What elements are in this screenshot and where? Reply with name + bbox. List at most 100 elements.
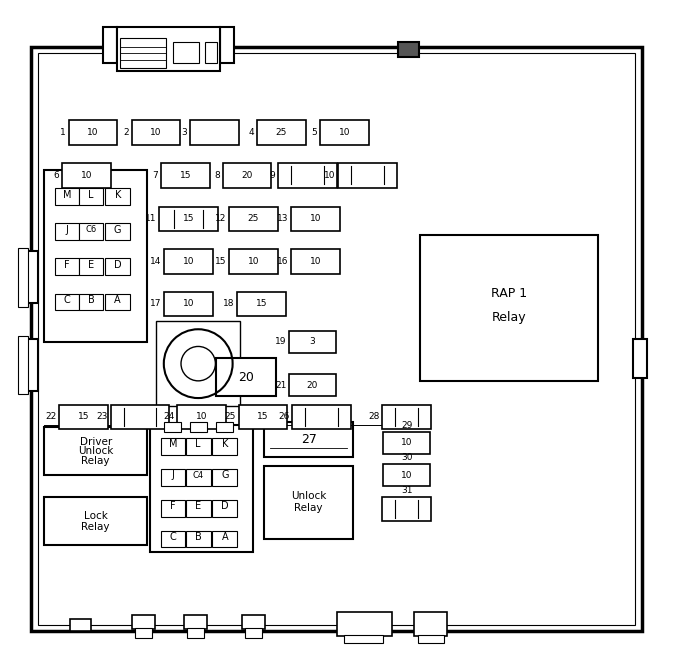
Text: Unlock: Unlock bbox=[291, 491, 326, 501]
Text: 20: 20 bbox=[307, 381, 318, 390]
Bar bbox=[398, 42, 419, 57]
Bar bbox=[289, 331, 336, 353]
Text: 10: 10 bbox=[81, 171, 92, 180]
Text: 29: 29 bbox=[401, 421, 413, 430]
Bar bbox=[278, 163, 336, 188]
Bar bbox=[62, 163, 111, 188]
Bar bbox=[120, 38, 166, 68]
Bar bbox=[415, 612, 447, 636]
Bar bbox=[38, 53, 635, 625]
Text: RAP 1: RAP 1 bbox=[491, 288, 527, 301]
Text: Relay: Relay bbox=[294, 503, 323, 512]
Bar bbox=[18, 248, 28, 306]
Bar bbox=[79, 258, 104, 275]
Bar bbox=[135, 628, 152, 638]
Bar bbox=[219, 27, 234, 63]
Bar bbox=[186, 500, 211, 517]
Bar bbox=[18, 336, 28, 394]
Bar bbox=[186, 628, 204, 638]
Bar bbox=[383, 464, 430, 486]
Bar bbox=[44, 170, 147, 342]
Text: L: L bbox=[88, 190, 94, 200]
Bar bbox=[213, 531, 237, 548]
Bar bbox=[633, 339, 647, 378]
Text: 22: 22 bbox=[45, 413, 57, 421]
Text: B: B bbox=[195, 532, 202, 542]
Bar bbox=[184, 615, 207, 629]
Bar bbox=[161, 531, 185, 548]
Text: D: D bbox=[114, 260, 122, 270]
Bar bbox=[213, 469, 237, 486]
Text: 20: 20 bbox=[238, 371, 254, 384]
Text: 3: 3 bbox=[310, 337, 316, 346]
Bar bbox=[382, 497, 431, 522]
Bar bbox=[419, 235, 598, 381]
Bar bbox=[70, 619, 91, 631]
Text: K: K bbox=[114, 190, 121, 200]
Text: 24: 24 bbox=[164, 413, 174, 421]
Text: C: C bbox=[64, 295, 71, 305]
Text: G: G bbox=[114, 225, 121, 235]
Text: 26: 26 bbox=[279, 413, 290, 421]
Text: 13: 13 bbox=[277, 215, 289, 224]
Text: 25: 25 bbox=[276, 128, 287, 137]
Text: 17: 17 bbox=[150, 299, 162, 308]
Text: 15: 15 bbox=[215, 258, 226, 266]
Bar bbox=[339, 163, 397, 188]
Bar bbox=[186, 469, 211, 486]
Bar bbox=[257, 120, 306, 145]
Text: Lock: Lock bbox=[83, 511, 108, 520]
Text: 10: 10 bbox=[248, 258, 259, 266]
Text: Relay: Relay bbox=[491, 312, 526, 325]
Bar bbox=[264, 466, 353, 539]
Bar bbox=[173, 42, 199, 63]
Bar bbox=[55, 224, 79, 241]
Bar bbox=[186, 437, 211, 454]
Text: E: E bbox=[195, 501, 201, 511]
Bar bbox=[289, 374, 336, 396]
Text: 11: 11 bbox=[145, 215, 157, 224]
Text: 10: 10 bbox=[183, 258, 194, 266]
Bar bbox=[205, 42, 217, 63]
Text: 10: 10 bbox=[339, 128, 350, 137]
Bar bbox=[186, 531, 211, 548]
Bar bbox=[238, 291, 286, 316]
Bar bbox=[55, 293, 79, 310]
Text: 10: 10 bbox=[401, 471, 413, 480]
Bar bbox=[79, 188, 104, 205]
Text: B: B bbox=[87, 295, 94, 305]
Text: 10: 10 bbox=[183, 299, 194, 308]
Bar bbox=[106, 188, 130, 205]
Bar bbox=[291, 250, 340, 274]
Text: A: A bbox=[114, 295, 121, 305]
Bar bbox=[106, 258, 130, 275]
Text: 18: 18 bbox=[223, 299, 235, 308]
Bar bbox=[320, 120, 369, 145]
Bar bbox=[22, 251, 38, 303]
Text: 12: 12 bbox=[215, 215, 226, 224]
Text: 15: 15 bbox=[77, 413, 89, 421]
Text: 15: 15 bbox=[183, 215, 194, 224]
Bar bbox=[190, 120, 239, 145]
Text: 28: 28 bbox=[368, 413, 380, 421]
Bar bbox=[213, 500, 237, 517]
Text: 6: 6 bbox=[54, 171, 60, 180]
Text: 31: 31 bbox=[401, 486, 413, 495]
Text: 3: 3 bbox=[182, 128, 188, 137]
Bar bbox=[106, 224, 130, 241]
Text: A: A bbox=[221, 532, 228, 542]
Bar bbox=[132, 615, 155, 629]
Text: 25: 25 bbox=[225, 413, 236, 421]
Bar bbox=[418, 635, 444, 643]
Bar bbox=[150, 425, 253, 552]
Text: 10: 10 bbox=[401, 438, 413, 447]
Bar bbox=[223, 163, 271, 188]
Text: 14: 14 bbox=[150, 258, 162, 266]
Bar bbox=[264, 422, 353, 457]
Bar bbox=[69, 120, 117, 145]
Text: F: F bbox=[170, 501, 176, 511]
Bar bbox=[213, 437, 237, 454]
Bar bbox=[190, 422, 207, 432]
Bar bbox=[292, 404, 351, 429]
Bar bbox=[117, 27, 219, 71]
